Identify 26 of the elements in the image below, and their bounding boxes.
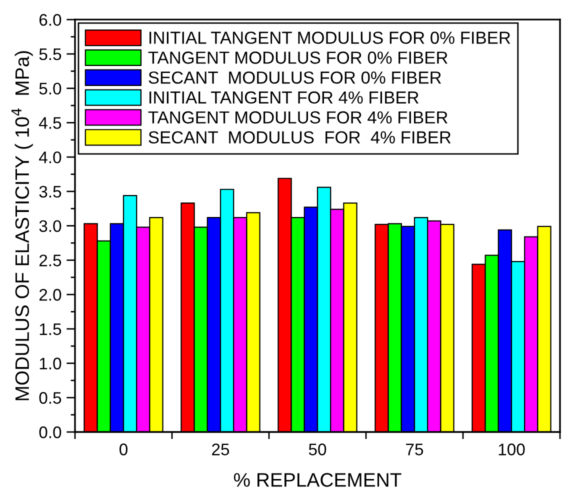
y-axis-title: MODULUS OF ELASTICITY ( 10$^{4}$ MPa) [12,51,33,400]
x-axis-title: % REPLACEMENT [234,473,402,487]
y-tick-label: 5.5 [39,48,62,60]
y-tick-label: 6.0 [39,14,62,26]
y-tick-label: 1.5 [40,323,62,336]
x-tick-label: 0 [120,444,128,456]
y-tick-label: 2.0 [39,288,62,301]
y-tick-label: 4.0 [39,151,62,164]
legend-label: INITIAL TANGENT FOR 4% FIBER [150,91,419,104]
legend-label: SECANT MODULUS FOR 0% FIBER [148,71,442,84]
y-tick-label: 3.5 [39,186,62,198]
y-tick-label: 5.0 [39,82,62,95]
legend-label: TANGENT MODULUS FOR 0% FIBER [148,52,448,64]
y-tick-label: 0.5 [39,392,62,404]
legend-label: INITIAL TANGENT MODULUS FOR 0% FIBER [150,32,510,44]
legend-label: SECANT MODULUS FOR 4% FIBER [148,131,451,144]
x-tick-label: 50 [308,444,326,456]
x-tick-label: 100 [498,444,525,456]
y-tick-label: 4.5 [39,117,62,129]
legend-label: TANGENT MODULUS FOR 4% FIBER [148,111,448,124]
y-tick-label: 1.0 [40,358,62,370]
y-tick-label: 0.0 [39,426,62,438]
x-tick-label: 75 [406,444,424,456]
x-tick-label: 25 [212,444,230,456]
y-tick-label: 2.5 [39,254,62,266]
y-tick-label: 3.0 [39,220,62,232]
